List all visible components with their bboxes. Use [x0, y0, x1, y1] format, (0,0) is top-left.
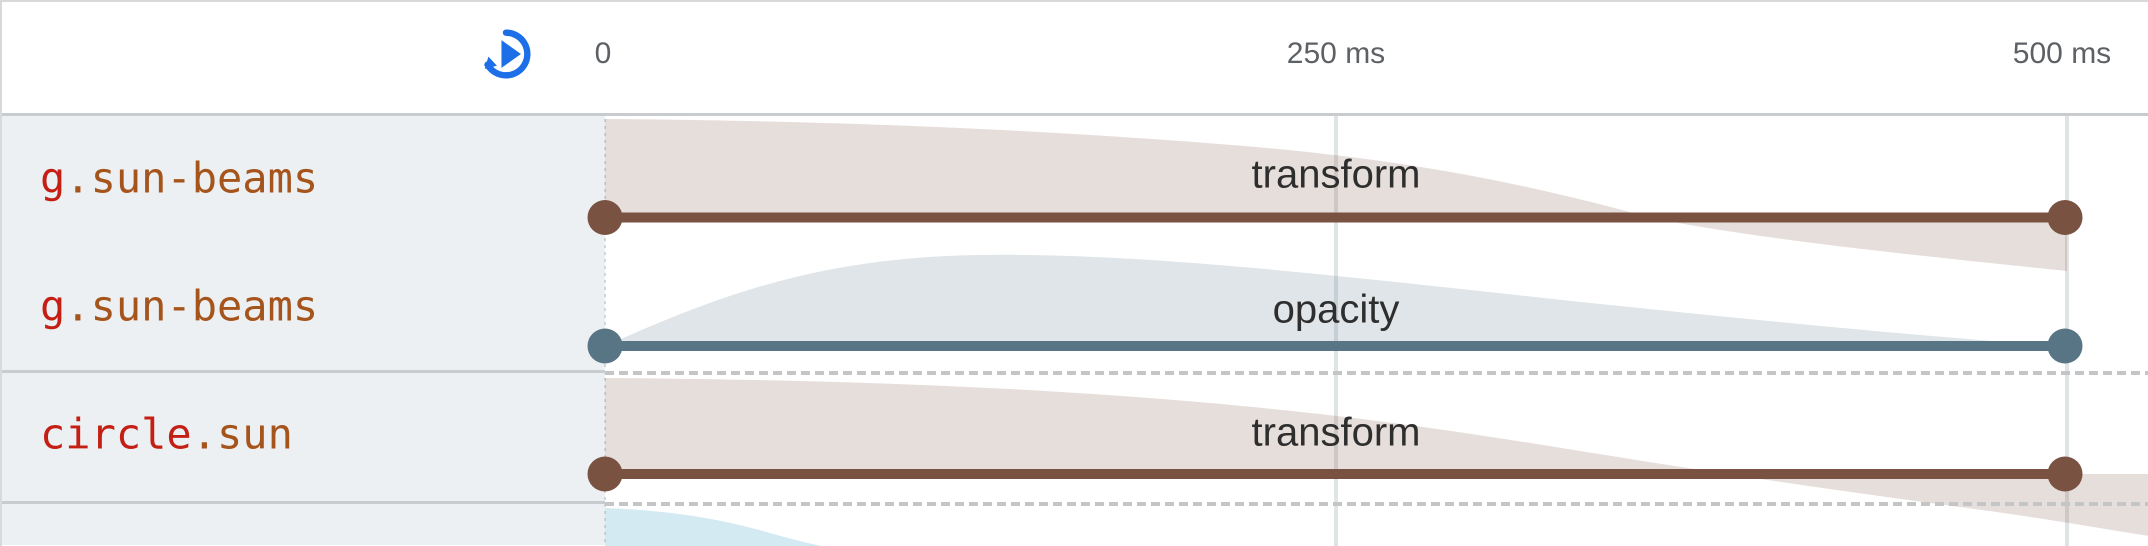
node-class: .sun [191, 409, 293, 459]
node-class: .sun-beams [65, 153, 319, 203]
node-cell-group-3 [2, 504, 605, 545]
easing-fill-transform-2 [605, 378, 2148, 536]
track-row-1-transform[interactable] [587, 119, 2083, 271]
ruler-tick-250: 250 ms [1286, 37, 1386, 70]
keyframe-dot-start[interactable] [587, 328, 623, 364]
property-label-opacity: opacity [1272, 287, 1400, 332]
node-link-sun-beams-1[interactable]: g.sun-beams [40, 154, 318, 203]
node-tag: circle [40, 409, 192, 459]
node-cell-group-2 [2, 373, 605, 504]
timeline-ruler: 0 250 ms 500 ms [2, 2, 2148, 116]
node-column [2, 115, 605, 546]
keyframe-dot-end[interactable] [2047, 328, 2083, 364]
keyframe-dot-start[interactable] [587, 200, 623, 235]
track-row-4-partial [605, 508, 822, 546]
property-label-transform-1: transform [1251, 152, 1421, 197]
easing-fill-partial [605, 508, 822, 546]
keyframe-dot-end[interactable] [2047, 200, 2083, 235]
easing-fill-transform-1 [605, 119, 2067, 271]
node-tag: g [40, 281, 66, 331]
property-label-transform-2: transform [1251, 410, 1421, 455]
node-tag: g [40, 153, 66, 203]
node-link-sun-beams-2[interactable]: g.sun-beams [40, 282, 318, 331]
easing-fill-opacity [605, 254, 2065, 346]
ruler-tick-0: 0 [594, 37, 612, 70]
track-row-3-transform[interactable] [587, 378, 2148, 536]
replay-icon [474, 22, 538, 86]
node-cell-group-1 [2, 115, 605, 373]
ruler-tick-500: 500 ms [2012, 37, 2112, 70]
track-row-2-opacity[interactable] [587, 254, 2083, 364]
node-class: .sun-beams [65, 281, 319, 331]
keyframe-dot-end[interactable] [2047, 456, 2083, 492]
node-link-circle-sun[interactable]: circle.sun [40, 410, 293, 459]
keyframe-dot-start[interactable] [587, 456, 623, 492]
replay-button[interactable] [474, 22, 538, 86]
